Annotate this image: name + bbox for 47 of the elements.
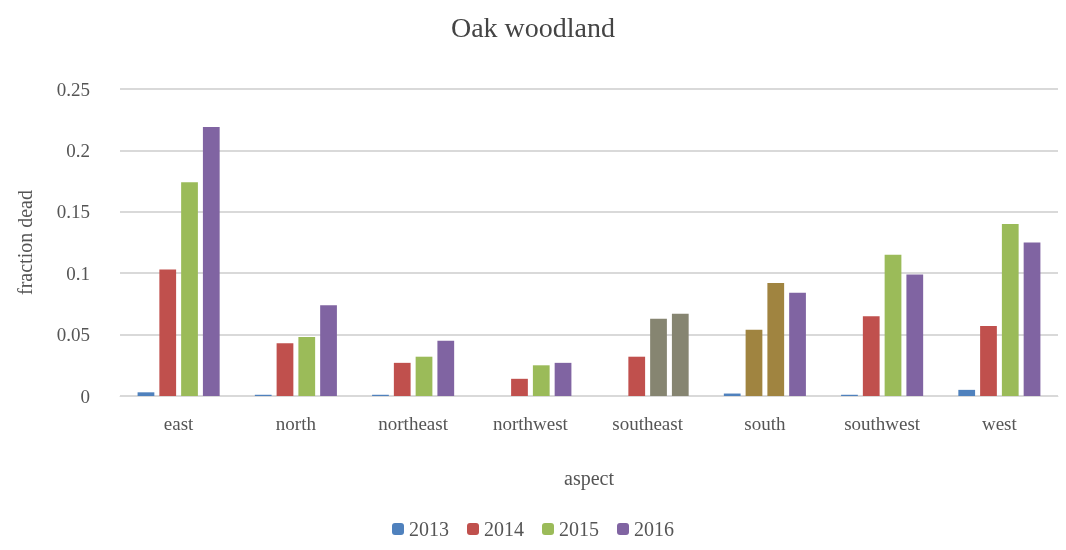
y-axis-title: fraction dead — [14, 190, 36, 295]
x-tick-label: east — [163, 413, 195, 434]
bar — [320, 305, 337, 396]
bar — [628, 356, 646, 396]
bar — [276, 343, 294, 396]
bar — [511, 378, 528, 396]
bar — [181, 182, 198, 396]
x-tick-label: south — [744, 413, 786, 434]
bar — [393, 362, 411, 396]
bar — [1001, 224, 1019, 396]
bar — [137, 392, 155, 396]
bar — [767, 283, 785, 396]
y-tick-label: 0.1 — [66, 262, 90, 284]
x-tick-label: southeast — [612, 413, 684, 434]
y-tick-label: 0.25 — [56, 78, 90, 100]
chart-title: Oak woodland — [450, 11, 616, 43]
x-tick-label: southwest — [844, 413, 921, 434]
bar — [159, 269, 177, 396]
bar — [958, 389, 976, 396]
bar — [415, 356, 433, 396]
bar — [862, 316, 880, 396]
x-tick-label: west — [981, 413, 1018, 434]
x-tick-label: north — [275, 413, 317, 434]
bar — [437, 340, 455, 396]
legend-label: 2013 — [409, 518, 449, 540]
bar — [1023, 242, 1041, 396]
x-tick-label: northwest — [492, 413, 569, 434]
bar — [980, 326, 997, 396]
legend-label: 2014 — [484, 518, 524, 540]
bar — [884, 254, 902, 396]
x-tick-label: northeast — [378, 413, 449, 434]
y-tick-label: 0 — [80, 385, 90, 407]
bar — [671, 313, 689, 396]
bar — [650, 318, 667, 396]
bar — [745, 329, 763, 396]
bar — [298, 337, 316, 396]
y-tick-label: 0.15 — [56, 201, 90, 223]
bar — [532, 365, 550, 396]
y-tick-label: 0.2 — [66, 139, 90, 161]
legend-label: 2016 — [634, 518, 674, 540]
bar — [789, 292, 806, 396]
bar — [554, 362, 572, 396]
bar — [202, 127, 220, 396]
y-tick-label: 0.05 — [56, 324, 90, 346]
legend-label: 2015 — [559, 518, 599, 540]
bar — [906, 274, 924, 396]
x-axis-title: aspect — [564, 467, 615, 490]
